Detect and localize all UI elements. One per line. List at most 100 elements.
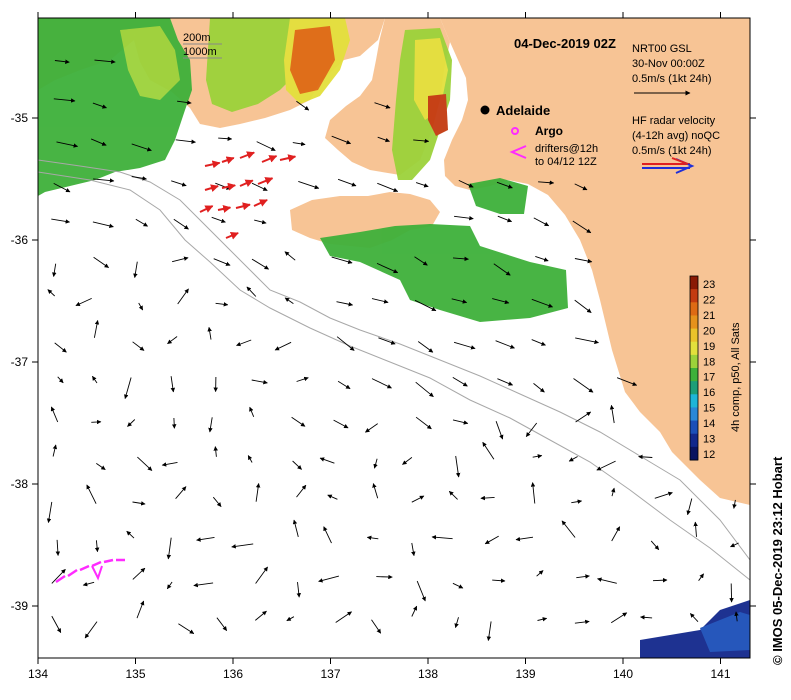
current-arrow-icon: [734, 611, 739, 622]
current-arrow-icon: [730, 542, 739, 548]
current-arrow-icon: [495, 421, 504, 440]
current-arrow-icon: [256, 141, 276, 151]
plot-area: [38, 18, 750, 658]
hf-arrow-icon: [239, 151, 255, 159]
colorbar-segment: [690, 407, 698, 422]
current-arrow-icon: [495, 340, 515, 349]
current-arrow-icon: [568, 456, 578, 462]
drifters-label-line1: drifters@12h: [535, 143, 598, 155]
current-arrow-icon: [616, 377, 638, 386]
current-arrow-icon: [574, 183, 588, 191]
colorbar-tick-label: 18: [703, 356, 715, 368]
nrt-legend-line1: NRT00 GSL: [632, 43, 692, 55]
drifter-legend-icon: [509, 145, 527, 159]
colorbar-tick-label: 22: [703, 294, 715, 306]
current-arrow-icon: [255, 483, 261, 502]
current-arrow-icon: [484, 535, 499, 545]
current-arrow-icon: [51, 568, 66, 584]
current-arrow-icon: [296, 484, 307, 498]
current-arrow-icon: [175, 486, 187, 499]
hf-arrow-icon: [204, 184, 219, 192]
current-arrow-icon: [693, 521, 698, 537]
hf-legend-line3: 0.5m/s (1kt 24h): [632, 145, 711, 157]
current-arrow-icon: [537, 617, 548, 622]
current-arrow-icon: [417, 341, 434, 353]
current-arrow-icon: [698, 573, 704, 581]
current-arrow-icon: [415, 416, 432, 430]
current-arrow-icon: [53, 98, 76, 103]
colorbar-segment: [690, 302, 698, 316]
y-axis: -35 -36 -37 -38 -39: [11, 111, 756, 613]
current-arrow-icon: [610, 487, 616, 497]
current-arrow-icon: [247, 455, 253, 463]
x-axis: 134 135 136 137 138 139 140 141: [28, 12, 731, 681]
y-tick-label: -36: [11, 233, 29, 247]
x-tick-label: 141: [710, 667, 730, 681]
current-arrow-icon: [652, 577, 668, 583]
current-arrow-icon: [51, 218, 71, 224]
current-arrow-icon: [650, 540, 660, 551]
current-arrow-icon: [51, 615, 62, 633]
hf-legend-arrow-icon: [642, 157, 695, 174]
current-arrow-icon: [92, 375, 98, 384]
current-arrow-icon: [574, 619, 590, 625]
current-arrow-icon: [327, 494, 338, 500]
map-title: 04-Dec-2019 02Z: [514, 36, 616, 51]
current-arrow-icon: [377, 182, 399, 192]
current-arrow-icon: [576, 574, 590, 579]
current-arrow-icon: [337, 380, 351, 390]
colorbar-label: 4h comp, p50, All Sats: [730, 322, 742, 432]
current-arrow-icon: [251, 182, 268, 191]
current-arrow-icon: [196, 536, 215, 542]
current-arrow-icon: [173, 218, 189, 230]
current-arrow-icon: [284, 297, 294, 304]
current-arrow-icon: [413, 138, 430, 144]
hf-radar-vectors: [199, 151, 297, 240]
current-arrow-icon: [133, 261, 138, 279]
current-arrow-icon: [132, 341, 145, 351]
current-arrow-icon: [335, 611, 352, 623]
current-arrow-icon: [298, 180, 320, 190]
current-arrow-icon: [292, 141, 306, 147]
current-arrow-icon: [416, 580, 426, 602]
current-arrow-icon: [94, 540, 100, 553]
current-arrow-icon: [75, 297, 92, 307]
current-arrow-icon: [93, 256, 109, 268]
current-arrow-icon: [132, 501, 146, 506]
current-arrow-icon: [55, 539, 61, 556]
y-tick-label: -35: [11, 111, 29, 125]
colorbar-tick-label: 21: [703, 310, 715, 322]
current-arrow-icon: [638, 454, 653, 460]
depth-legend-200m: 200m: [183, 32, 211, 44]
current-arrow-icon: [92, 102, 107, 109]
current-arrow-icon: [371, 298, 389, 304]
y-tick-label: -39: [11, 599, 29, 613]
current-arrow-icon: [574, 299, 592, 313]
current-arrow-icon: [215, 302, 229, 307]
current-arrow-icon: [610, 612, 628, 624]
current-arrow-icon: [208, 417, 213, 433]
current-arrow-icon: [50, 406, 59, 423]
colorbar-segment: [690, 328, 698, 343]
current-arrow-icon: [92, 221, 114, 229]
current-arrow-icon: [492, 578, 506, 583]
drifter-segment: [79, 564, 90, 572]
colorbar-tick-label: 20: [703, 325, 715, 337]
current-arrow-icon: [378, 337, 396, 345]
current-arrow-icon: [373, 458, 378, 469]
current-arrow-icon: [292, 519, 299, 538]
current-arrow-icon: [530, 482, 536, 504]
current-arrow-icon: [497, 215, 513, 223]
colorbar-segment: [690, 354, 698, 369]
current-arrow-icon: [535, 255, 549, 262]
current-arrow-icon: [171, 180, 187, 187]
current-arrow-icon: [493, 263, 511, 276]
x-tick-label: 137: [320, 667, 340, 681]
x-tick-label: 134: [28, 667, 48, 681]
drifters-label-line2: to 04/12 12Z: [535, 156, 597, 168]
current-arrow-icon: [533, 217, 550, 227]
current-arrow-icon: [732, 499, 737, 509]
current-arrow-icon: [597, 577, 617, 584]
colorbar-tick-label: 13: [703, 434, 715, 446]
current-arrow-icon: [454, 617, 459, 629]
